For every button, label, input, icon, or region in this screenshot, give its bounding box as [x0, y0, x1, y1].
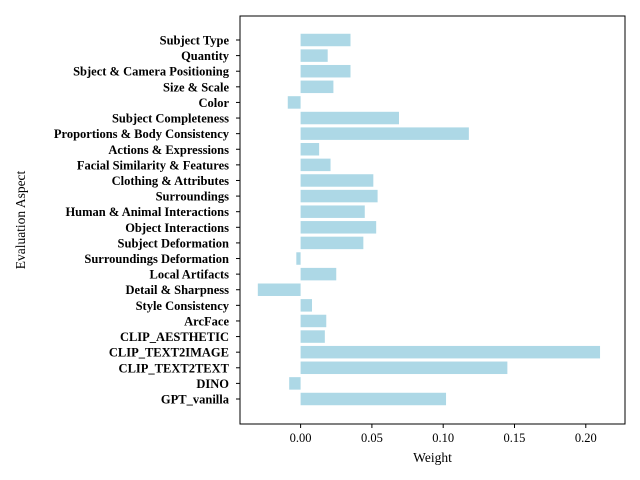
x-axis-label: Weight	[413, 450, 452, 465]
y-tick-label: Color	[198, 96, 229, 110]
x-tick-group: 0.00 0.05 0.10 0.15 0.20	[290, 424, 597, 445]
y-tick-label: Human & Animal Interactions	[65, 205, 229, 219]
x-tick-label: 0.10	[432, 431, 454, 445]
y-axis-label: Evaluation Aspect	[13, 170, 28, 269]
bar-13	[300, 236, 364, 250]
x-tick-label: 0.05	[361, 431, 383, 445]
bar-21	[300, 361, 508, 375]
bar-2	[300, 64, 351, 78]
bar-group	[257, 33, 601, 406]
y-tick-label: Quantity	[181, 49, 230, 63]
bar-9	[300, 174, 374, 187]
x-tick-label: 0.00	[290, 431, 312, 445]
y-tick-label: Surroundings Deformation	[84, 252, 229, 266]
bar-11	[300, 205, 365, 218]
bar-15	[300, 267, 337, 281]
y-tick-label: DINO	[196, 377, 229, 391]
bar-16	[257, 283, 301, 296]
y-tick-label: Subject Completeness	[112, 112, 229, 126]
bar-17	[300, 299, 313, 312]
bar-3	[300, 80, 334, 94]
bar-10	[300, 189, 378, 203]
y-tick-label: Object Interactions	[125, 221, 229, 235]
y-tick-label: Facial Similarity & Features	[77, 158, 229, 172]
y-tick-label: Subject Type	[160, 34, 230, 48]
y-tick-label: CLIP_TEXT2TEXT	[119, 361, 230, 375]
y-tick-label: ArcFace	[184, 314, 229, 328]
y-tick-label: Subject Deformation	[118, 236, 229, 250]
plot-area-frame	[239, 15, 626, 425]
bar-8	[300, 158, 331, 172]
y-tick-label: Actions & Expressions	[108, 143, 229, 157]
bar-18	[300, 314, 327, 328]
bar-1	[300, 49, 328, 62]
y-tick-label: Surroundings	[156, 190, 230, 204]
bar-22	[289, 377, 301, 390]
bar-20	[300, 345, 601, 359]
y-tick-label: CLIP_TEXT2IMAGE	[109, 346, 229, 360]
y-tick-label: Local Artifacts	[150, 268, 230, 282]
bar-6	[300, 127, 469, 140]
bar-23	[300, 392, 447, 406]
bar-19	[300, 330, 325, 343]
bar-12	[300, 221, 377, 234]
y-tick-label: CLIP_AESTHETIC	[120, 330, 229, 344]
bar-7	[300, 143, 320, 156]
y-tick-label: Size & Scale	[163, 80, 229, 94]
bar-0	[300, 33, 351, 47]
y-tick-label: Sbject & Camera Positioning	[73, 65, 230, 79]
y-tick-label: Clothing & Attributes	[112, 174, 230, 188]
y-tick-label: Proportions & Body Consistency	[54, 127, 230, 141]
bar-5	[300, 111, 399, 125]
y-tick-label: Style Consistency	[136, 299, 230, 313]
bar-14	[296, 252, 301, 265]
x-tick-label: 0.20	[575, 431, 597, 445]
bar-4	[287, 96, 301, 109]
y-tick-label: Detail & Sharpness	[126, 283, 230, 297]
y-tick-label: GPT_vanilla	[161, 393, 230, 407]
x-tick-label: 0.15	[504, 431, 526, 445]
